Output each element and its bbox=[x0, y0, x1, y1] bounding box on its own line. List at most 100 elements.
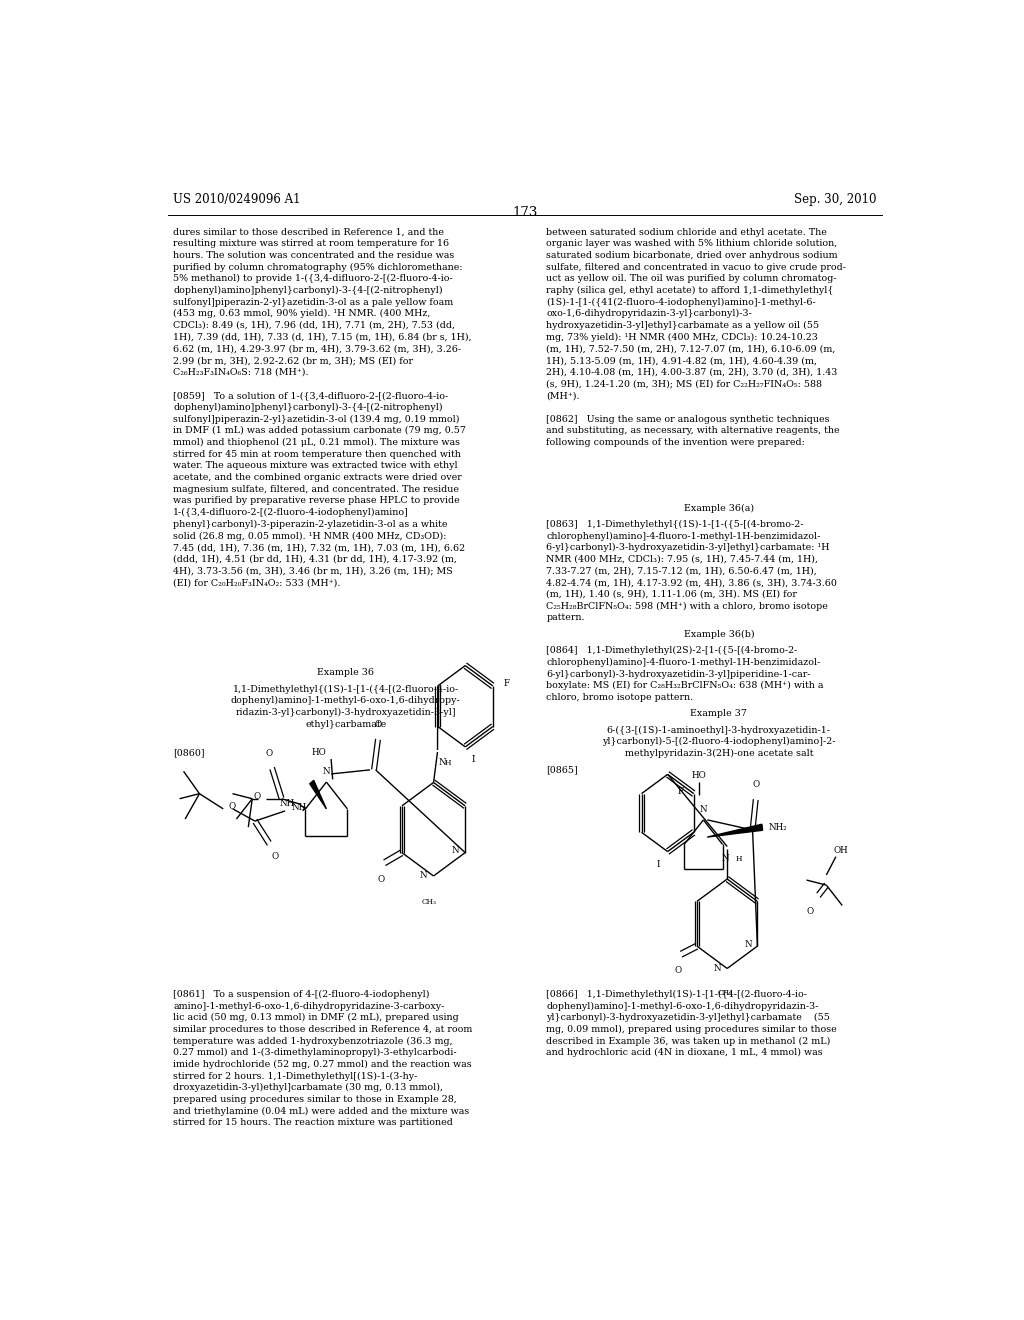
Text: Example 37: Example 37 bbox=[690, 709, 748, 718]
Text: dophenyl)amino]-1-methyl-6-oxo-1,6-dihydropy-: dophenyl)amino]-1-methyl-6-oxo-1,6-dihyd… bbox=[231, 696, 461, 705]
Text: dophenyl)amino]-1-methyl-6-oxo-1,6-dihydropyridazin-3-: dophenyl)amino]-1-methyl-6-oxo-1,6-dihyd… bbox=[546, 1002, 819, 1011]
Text: O: O bbox=[753, 780, 760, 789]
Text: raphy (silica gel, ethyl acetate) to afford 1,1-dimethylethyl{: raphy (silica gel, ethyl acetate) to aff… bbox=[546, 286, 834, 296]
Text: yl}carbonyl)-5-[(2-fluoro-4-iodophenyl)amino]-2-: yl}carbonyl)-5-[(2-fluoro-4-iodophenyl)a… bbox=[602, 738, 836, 746]
Text: ethyl}carbamate: ethyl}carbamate bbox=[305, 719, 386, 729]
Text: 1H), 7.39 (dd, 1H), 7.33 (d, 1H), 7.15 (m, 1H), 6.84 (br s, 1H),: 1H), 7.39 (dd, 1H), 7.33 (d, 1H), 7.15 (… bbox=[173, 333, 472, 342]
Text: CDCl₃): 8.49 (s, 1H), 7.96 (dd, 1H), 7.71 (m, 2H), 7.53 (dd,: CDCl₃): 8.49 (s, 1H), 7.96 (dd, 1H), 7.7… bbox=[173, 321, 456, 330]
Text: Sep. 30, 2010: Sep. 30, 2010 bbox=[794, 193, 877, 206]
Text: C₂₆H₂₃F₃IN₄O₆S: 718 (MH⁺).: C₂₆H₂₃F₃IN₄O₆S: 718 (MH⁺). bbox=[173, 368, 308, 376]
Text: sulfonyl]piperazin-2-yl}azetidin-3-ol (139.4 mg, 0.19 mmol): sulfonyl]piperazin-2-yl}azetidin-3-ol (1… bbox=[173, 414, 460, 424]
Text: 4H), 3.73-3.56 (m, 3H), 3.46 (br m, 1H), 3.26 (m, 1H); MS: 4H), 3.73-3.56 (m, 3H), 3.46 (br m, 1H),… bbox=[173, 566, 453, 576]
Text: and substituting, as necessary, with alternative reagents, the: and substituting, as necessary, with alt… bbox=[546, 426, 840, 436]
Text: dophenyl)amino]phenyl}carbonyl)-3-{4-[(2-nitrophenyl): dophenyl)amino]phenyl}carbonyl)-3-{4-[(2… bbox=[173, 403, 442, 412]
Text: methylpyridazin-3(2H)-one acetate salt: methylpyridazin-3(2H)-one acetate salt bbox=[625, 748, 813, 758]
Text: between saturated sodium chloride and ethyl acetate. The: between saturated sodium chloride and et… bbox=[546, 227, 827, 236]
Text: N: N bbox=[323, 767, 330, 776]
Text: [0866]   1,1-Dimethylethyl(1S)-1-[1-({4-[(2-fluoro-4-io-: [0866] 1,1-Dimethylethyl(1S)-1-[1-({4-[(… bbox=[546, 990, 807, 999]
Text: 1,1-Dimethylethyl{(1S)-1-[1-({4-[(2-fluoro-4-io-: 1,1-Dimethylethyl{(1S)-1-[1-({4-[(2-fluo… bbox=[232, 685, 459, 693]
Text: (MH⁺).: (MH⁺). bbox=[546, 391, 580, 400]
Text: C₂₅H₂₈BrClFN₅O₄: 598 (MH⁺) with a chloro, bromo isotope: C₂₅H₂₈BrClFN₅O₄: 598 (MH⁺) with a chloro… bbox=[546, 602, 828, 611]
Text: mmol) and thiophenol (21 μL, 0.21 mmol). The mixture was: mmol) and thiophenol (21 μL, 0.21 mmol).… bbox=[173, 438, 460, 447]
Text: N: N bbox=[744, 940, 752, 949]
Text: chloro, bromo isotope pattern.: chloro, bromo isotope pattern. bbox=[546, 693, 693, 702]
Text: saturated sodium bicarbonate, dried over anhydrous sodium: saturated sodium bicarbonate, dried over… bbox=[546, 251, 838, 260]
Text: ridazin-3-yl}carbonyl)-3-hydroxyazetidin-3-yl]: ridazin-3-yl}carbonyl)-3-hydroxyazetidin… bbox=[236, 708, 456, 717]
Text: organic layer was washed with 5% lithium chloride solution,: organic layer was washed with 5% lithium… bbox=[546, 239, 838, 248]
Text: Example 36: Example 36 bbox=[317, 668, 375, 677]
Text: yl}carbonyl)-3-hydroxyazetidin-3-yl]ethyl}carbamate    (55: yl}carbonyl)-3-hydroxyazetidin-3-yl]ethy… bbox=[546, 1014, 830, 1022]
Text: NH: NH bbox=[292, 804, 307, 812]
Text: 5% methanol) to provide 1-({3,4-difluoro-2-[(2-fluoro-4-io-: 5% methanol) to provide 1-({3,4-difluoro… bbox=[173, 275, 453, 284]
Text: (453 mg, 0.63 mmol, 90% yield). ¹H NMR. (400 MHz,: (453 mg, 0.63 mmol, 90% yield). ¹H NMR. … bbox=[173, 309, 431, 318]
Text: oxo-1,6-dihydropyridazin-3-yl}carbonyl)-3-: oxo-1,6-dihydropyridazin-3-yl}carbonyl)-… bbox=[546, 309, 752, 318]
Text: O: O bbox=[265, 748, 272, 758]
Text: F: F bbox=[678, 787, 683, 796]
Text: (EI) for C₂₀H₂₀F₃IN₄O₂: 533 (MH⁺).: (EI) for C₂₀H₂₀F₃IN₄O₂: 533 (MH⁺). bbox=[173, 578, 341, 587]
Text: 6-({3-[(1S)-1-aminoethyl]-3-hydroxyazetidin-1-: 6-({3-[(1S)-1-aminoethyl]-3-hydroxyazeti… bbox=[607, 726, 830, 735]
Text: described in Example 36, was taken up in methanol (2 mL): described in Example 36, was taken up in… bbox=[546, 1036, 830, 1045]
Text: boxylate: MS (EI) for C₂₈H₃₂BrClFN₅O₄: 638 (MH⁺) with a: boxylate: MS (EI) for C₂₈H₃₂BrClFN₅O₄: 6… bbox=[546, 681, 823, 690]
Text: O: O bbox=[228, 803, 236, 812]
Text: hydroxyazetidin-3-yl]ethyl}carbamate as a yellow oil (55: hydroxyazetidin-3-yl]ethyl}carbamate as … bbox=[546, 321, 819, 330]
Text: and triethylamine (0.04 mL) were added and the mixture was: and triethylamine (0.04 mL) were added a… bbox=[173, 1106, 469, 1115]
Text: O: O bbox=[378, 875, 385, 884]
Text: hours. The solution was concentrated and the residue was: hours. The solution was concentrated and… bbox=[173, 251, 455, 260]
Text: stirred for 2 hours. 1,1-Dimethylethyl[(1S)-1-(3-hy-: stirred for 2 hours. 1,1-Dimethylethyl[(… bbox=[173, 1072, 418, 1081]
Text: O: O bbox=[375, 721, 382, 729]
Text: N: N bbox=[699, 805, 708, 813]
Text: [0865]: [0865] bbox=[546, 766, 578, 775]
Text: amino]-1-methyl-6-oxo-1,6-dihydropyridazine-3-carboxy-: amino]-1-methyl-6-oxo-1,6-dihydropyridaz… bbox=[173, 1002, 444, 1011]
Text: (m, 1H), 7.52-7.50 (m, 2H), 7.12-7.07 (m, 1H), 6.10-6.09 (m,: (m, 1H), 7.52-7.50 (m, 2H), 7.12-7.07 (m… bbox=[546, 345, 836, 354]
Text: NH₂: NH₂ bbox=[769, 822, 787, 832]
Text: stirred for 15 hours. The reaction mixture was partitioned: stirred for 15 hours. The reaction mixtu… bbox=[173, 1118, 453, 1127]
Text: pattern.: pattern. bbox=[546, 614, 585, 622]
Text: magnesium sulfate, filtered, and concentrated. The residue: magnesium sulfate, filtered, and concent… bbox=[173, 484, 459, 494]
Text: HO: HO bbox=[692, 771, 707, 780]
Text: prepared using procedures similar to those in Example 28,: prepared using procedures similar to tho… bbox=[173, 1096, 457, 1104]
Polygon shape bbox=[310, 780, 327, 809]
Text: phenyl}carbonyl)-3-piperazin-2-ylazetidin-3-ol as a white: phenyl}carbonyl)-3-piperazin-2-ylazetidi… bbox=[173, 520, 447, 529]
Text: in DMF (1 mL) was added potassium carbonate (79 mg, 0.57: in DMF (1 mL) was added potassium carbon… bbox=[173, 426, 466, 436]
Text: [0859]   To a solution of 1-({3,4-difluoro-2-[(2-fluoro-4-io-: [0859] To a solution of 1-({3,4-difluoro… bbox=[173, 391, 449, 400]
Text: chlorophenyl)amino]-4-fluoro-1-methyl-1H-benzimidazol-: chlorophenyl)amino]-4-fluoro-1-methyl-1H… bbox=[546, 532, 820, 541]
Text: [0863]   1,1-Dimethylethyl{(1S)-1-[1-({5-[(4-bromo-2-: [0863] 1,1-Dimethylethyl{(1S)-1-[1-({5-[… bbox=[546, 520, 804, 529]
Text: (s, 9H), 1.24-1.20 (m, 3H); MS (EI) for C₂₂H₂₇FIN₄O₅: 588: (s, 9H), 1.24-1.20 (m, 3H); MS (EI) for … bbox=[546, 379, 822, 388]
Text: NH: NH bbox=[280, 800, 295, 808]
Text: N: N bbox=[452, 846, 459, 855]
Text: [0860]: [0860] bbox=[173, 748, 205, 758]
Text: Example 36(b): Example 36(b) bbox=[684, 630, 754, 639]
Text: imide hydrochloride (52 mg, 0.27 mmol) and the reaction was: imide hydrochloride (52 mg, 0.27 mmol) a… bbox=[173, 1060, 472, 1069]
Text: and hydrochloric acid (4N in dioxane, 1 mL, 4 mmol) was: and hydrochloric acid (4N in dioxane, 1 … bbox=[546, 1048, 823, 1057]
Text: [0861]   To a suspension of 4-[(2-fluoro-4-iodophenyl): [0861] To a suspension of 4-[(2-fluoro-4… bbox=[173, 990, 430, 999]
Text: chlorophenyl)amino]-4-fluoro-1-methyl-1H-benzimidazol-: chlorophenyl)amino]-4-fluoro-1-methyl-1H… bbox=[546, 657, 820, 667]
Text: 2.99 (br m, 3H), 2.92-2.62 (br m, 3H); MS (EI) for: 2.99 (br m, 3H), 2.92-2.62 (br m, 3H); M… bbox=[173, 356, 414, 366]
Text: Example 36(a): Example 36(a) bbox=[684, 503, 754, 512]
Text: F: F bbox=[503, 680, 509, 688]
Text: [0862]   Using the same or analogous synthetic techniques: [0862] Using the same or analogous synth… bbox=[546, 414, 829, 424]
Text: 2H), 4.10-4.08 (m, 1H), 4.00-3.87 (m, 2H), 3.70 (d, 3H), 1.43: 2H), 4.10-4.08 (m, 1H), 4.00-3.87 (m, 2H… bbox=[546, 368, 838, 376]
Text: 173: 173 bbox=[512, 206, 538, 219]
Text: solid (26.8 mg, 0.05 mmol). ¹H NMR (400 MHz, CD₃OD):: solid (26.8 mg, 0.05 mmol). ¹H NMR (400 … bbox=[173, 532, 446, 541]
Text: 6-yl}carbonyl)-3-hydroxyazetidin-3-yl]piperidine-1-car-: 6-yl}carbonyl)-3-hydroxyazetidin-3-yl]pi… bbox=[546, 669, 811, 678]
Text: following compounds of the invention were prepared:: following compounds of the invention wer… bbox=[546, 438, 805, 447]
Text: stirred for 45 min at room temperature then quenched with: stirred for 45 min at room temperature t… bbox=[173, 450, 461, 458]
Text: 7.33-7.27 (m, 2H), 7.15-7.12 (m, 1H), 6.50-6.47 (m, 1H),: 7.33-7.27 (m, 2H), 7.15-7.12 (m, 1H), 6.… bbox=[546, 566, 817, 576]
Text: water. The aqueous mixture was extracted twice with ethyl: water. The aqueous mixture was extracted… bbox=[173, 461, 458, 470]
Text: resulting mixture was stirred at room temperature for 16: resulting mixture was stirred at room te… bbox=[173, 239, 450, 248]
Text: droxyazetidin-3-yl)ethyl]carbamate (30 mg, 0.13 mmol),: droxyazetidin-3-yl)ethyl]carbamate (30 m… bbox=[173, 1084, 443, 1093]
Text: O: O bbox=[675, 966, 681, 975]
Text: H: H bbox=[444, 759, 452, 767]
Polygon shape bbox=[708, 824, 763, 837]
Text: CH₃: CH₃ bbox=[718, 989, 733, 997]
Text: mg, 0.09 mmol), prepared using procedures similar to those: mg, 0.09 mmol), prepared using procedure… bbox=[546, 1024, 837, 1034]
Text: O: O bbox=[807, 907, 814, 916]
Text: I: I bbox=[656, 859, 659, 869]
Text: O: O bbox=[271, 851, 279, 861]
Text: 7.45 (dd, 1H), 7.36 (m, 1H), 7.32 (m, 1H), 7.03 (m, 1H), 6.62: 7.45 (dd, 1H), 7.36 (m, 1H), 7.32 (m, 1H… bbox=[173, 543, 465, 552]
Text: N: N bbox=[420, 871, 427, 880]
Text: N: N bbox=[438, 758, 445, 767]
Text: NMR (400 MHz, CDCl₃): 7.95 (s, 1H), 7.45-7.44 (m, 1H),: NMR (400 MHz, CDCl₃): 7.95 (s, 1H), 7.45… bbox=[546, 554, 818, 564]
Text: dophenyl)amino]phenyl}carbonyl)-3-{4-[(2-nitrophenyl): dophenyl)amino]phenyl}carbonyl)-3-{4-[(2… bbox=[173, 286, 442, 296]
Text: lic acid (50 mg, 0.13 mmol) in DMF (2 mL), prepared using: lic acid (50 mg, 0.13 mmol) in DMF (2 mL… bbox=[173, 1014, 459, 1022]
